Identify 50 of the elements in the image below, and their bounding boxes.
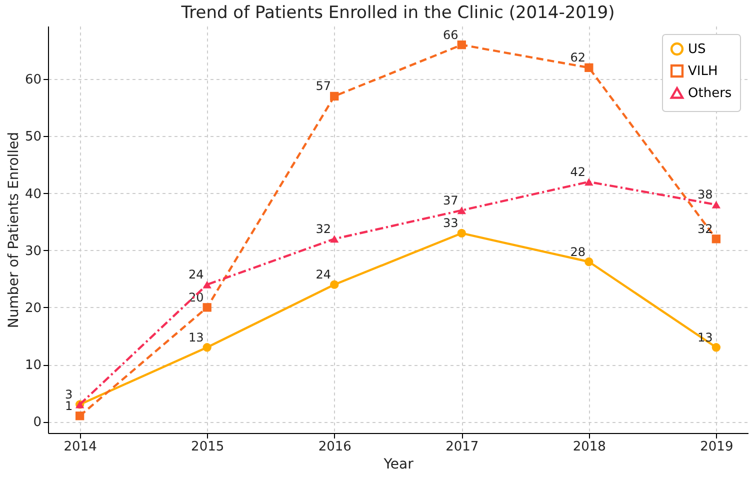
data-label: 37	[442, 193, 458, 208]
point	[330, 280, 339, 289]
x-tick-label: 2014	[64, 440, 97, 454]
data-label: 57	[316, 79, 332, 94]
data-label: 13	[188, 330, 204, 344]
x-axis-title: Year	[382, 456, 414, 472]
data-label: 32	[316, 222, 332, 236]
point	[457, 228, 466, 238]
y-axis-title: Number of Patients Enrolled	[6, 132, 22, 328]
point	[202, 303, 212, 312]
data-label: 3	[65, 387, 73, 402]
x-tick-label: 2018	[572, 440, 606, 454]
data-label: 62	[570, 50, 586, 65]
legend-label: VILH	[688, 64, 718, 79]
point	[202, 280, 212, 288]
data-label: 32	[698, 222, 713, 236]
y-tick-label: 50	[24, 130, 42, 145]
data-label: 1	[65, 398, 73, 413]
data-label: 66	[442, 28, 458, 42]
point	[712, 234, 721, 244]
data-label: 42	[570, 164, 586, 179]
point	[75, 412, 84, 420]
legend-label: US	[688, 42, 706, 57]
data-label: 38	[698, 188, 713, 202]
x-tick-label: 2019	[700, 440, 734, 454]
point	[330, 235, 339, 243]
data-label: 33	[442, 216, 458, 230]
point	[457, 206, 466, 214]
y-tick-label: 60	[24, 72, 42, 88]
y-tick-label: 30	[24, 244, 42, 259]
point	[330, 92, 339, 101]
point	[202, 343, 212, 352]
data-label: 28	[570, 244, 586, 259]
point	[712, 343, 721, 352]
y-tick-label: 0	[33, 415, 42, 430]
x-tick-label: 2017	[446, 440, 479, 454]
point	[712, 200, 721, 208]
point	[584, 257, 594, 266]
point	[457, 40, 466, 50]
legend-label: Others	[688, 86, 732, 101]
x-tick-label: 2016	[318, 440, 352, 454]
y-tick-label: 40	[24, 186, 42, 202]
y-tick-label: 20	[24, 300, 42, 316]
x-tick-label: 2015	[191, 440, 224, 454]
data-label: 24	[188, 268, 204, 282]
y-tick-label: 10	[24, 358, 42, 373]
point	[584, 63, 594, 72]
data-label: 24	[316, 268, 332, 282]
point	[584, 178, 594, 186]
chart-title: Trend of Patients Enrolled in the Clinic (2014-2019)	[180, 3, 615, 23]
